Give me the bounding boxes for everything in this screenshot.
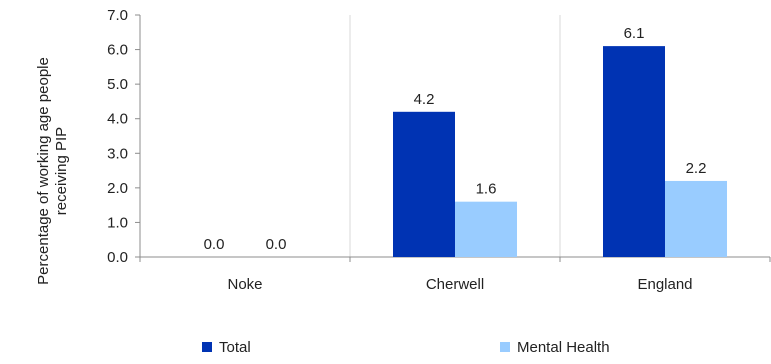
y-tick-label: 4.0 <box>107 111 128 128</box>
y-tick-label: 1.0 <box>107 214 128 231</box>
y-axis-title-line: receiving PIP <box>53 127 70 215</box>
x-tick-label: Cherwell <box>426 276 484 293</box>
bar <box>455 201 517 257</box>
y-axis-title-line: Percentage of working age people <box>35 57 52 285</box>
data-label: 0.0 <box>266 236 287 253</box>
y-tick-label: 6.0 <box>107 42 128 59</box>
legend-swatch <box>500 342 510 352</box>
bar <box>393 111 455 257</box>
bar <box>665 180 727 257</box>
label-layer: 0.0 4.2 6.1 0.0 1.6 2.2 <box>204 25 707 253</box>
x-tick-label: England <box>637 276 692 293</box>
legend-label: Total <box>219 339 251 356</box>
axis-layer: 0.0 1.0 2.0 3.0 4.0 5.0 6.0 7.0 Noke Cherwell Engl… <box>35 7 771 293</box>
y-tick-label: 2.0 <box>107 180 128 197</box>
data-label: 1.6 <box>476 181 497 198</box>
legend-swatch <box>202 342 212 352</box>
y-tick-label: 5.0 <box>107 76 128 93</box>
y-axis-title: Percentage of working age peoplereceivin… <box>35 57 70 285</box>
y-tick-label: 3.0 <box>107 145 128 162</box>
data-label: 2.2 <box>686 160 707 177</box>
data-label: 6.1 <box>624 25 645 42</box>
bar <box>603 46 665 257</box>
data-label: 0.0 <box>204 236 225 253</box>
data-label: 4.2 <box>414 91 435 108</box>
y-tick-label: 7.0 <box>107 7 128 24</box>
bar-layer <box>393 46 727 257</box>
legend-label: Mental Health <box>517 339 610 356</box>
x-tick-label: Noke <box>227 276 262 293</box>
y-tick-label: 0.0 <box>107 249 128 266</box>
legend: Total Mental Health <box>202 339 610 356</box>
grid-layer <box>349 15 561 257</box>
